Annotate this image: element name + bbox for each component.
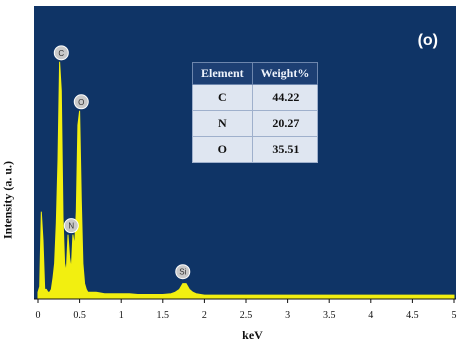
peak-label-layer: C O N Si [53,45,191,280]
y-axis-label: Intensity (a. u.) [0,160,15,240]
composition-table: Element Weight% C 44.22 N 20.27 O 35.51 [192,62,319,163]
table-row: O 35.51 [192,136,319,163]
element-cell: N [192,110,253,137]
spectrum-layer [37,61,455,299]
weight-cell: 20.27 [251,110,319,137]
table-row: C 44.22 [192,84,319,111]
peak-marker [175,264,191,280]
column-header-weight: Weight% [251,62,319,85]
peak-label-text: N [68,222,74,231]
weight-cell: 44.22 [251,84,319,111]
x-tick-label: 1.5 [157,310,170,321]
spectrum-series [37,61,455,299]
x-tick-label: 2 [202,310,207,321]
peak-marker [73,94,89,110]
peak-label-text: O [78,98,84,107]
panel-label: (o) [417,32,438,49]
x-tick-label: 4 [368,310,373,321]
peak-label-c: C [53,45,69,61]
x-tick-label: 5 [452,310,457,321]
table-row: N 20.27 [192,110,319,137]
peak-marker [53,45,69,61]
x-tick-label: 4.5 [406,310,419,321]
x-tick-label: 0 [36,310,41,321]
column-header-element: Element [192,62,253,85]
peak-label-n: N [63,218,79,234]
peak-label-text: C [58,49,64,58]
x-tick-label: 1 [119,310,124,321]
x-tick-label: 3.5 [323,310,336,321]
x-tick-label: 2.5 [240,310,253,321]
table-header-row: Element Weight% [192,62,319,85]
element-cell: C [192,84,253,111]
x-tick-layer: 0 0.5 1 1.5 2 2.5 3 3.5 4 4.5 5 [36,299,457,321]
element-cell: O [192,136,253,163]
peak-label-si: Si [175,264,191,280]
x-tick-label: 3 [285,310,290,321]
peak-label-o: O [73,94,89,110]
x-axis-title: keV [242,328,263,342]
peak-marker [63,218,79,234]
x-tick-label: 0.5 [73,310,86,321]
peak-label-text: Si [179,268,186,277]
weight-cell: 35.51 [251,136,319,163]
